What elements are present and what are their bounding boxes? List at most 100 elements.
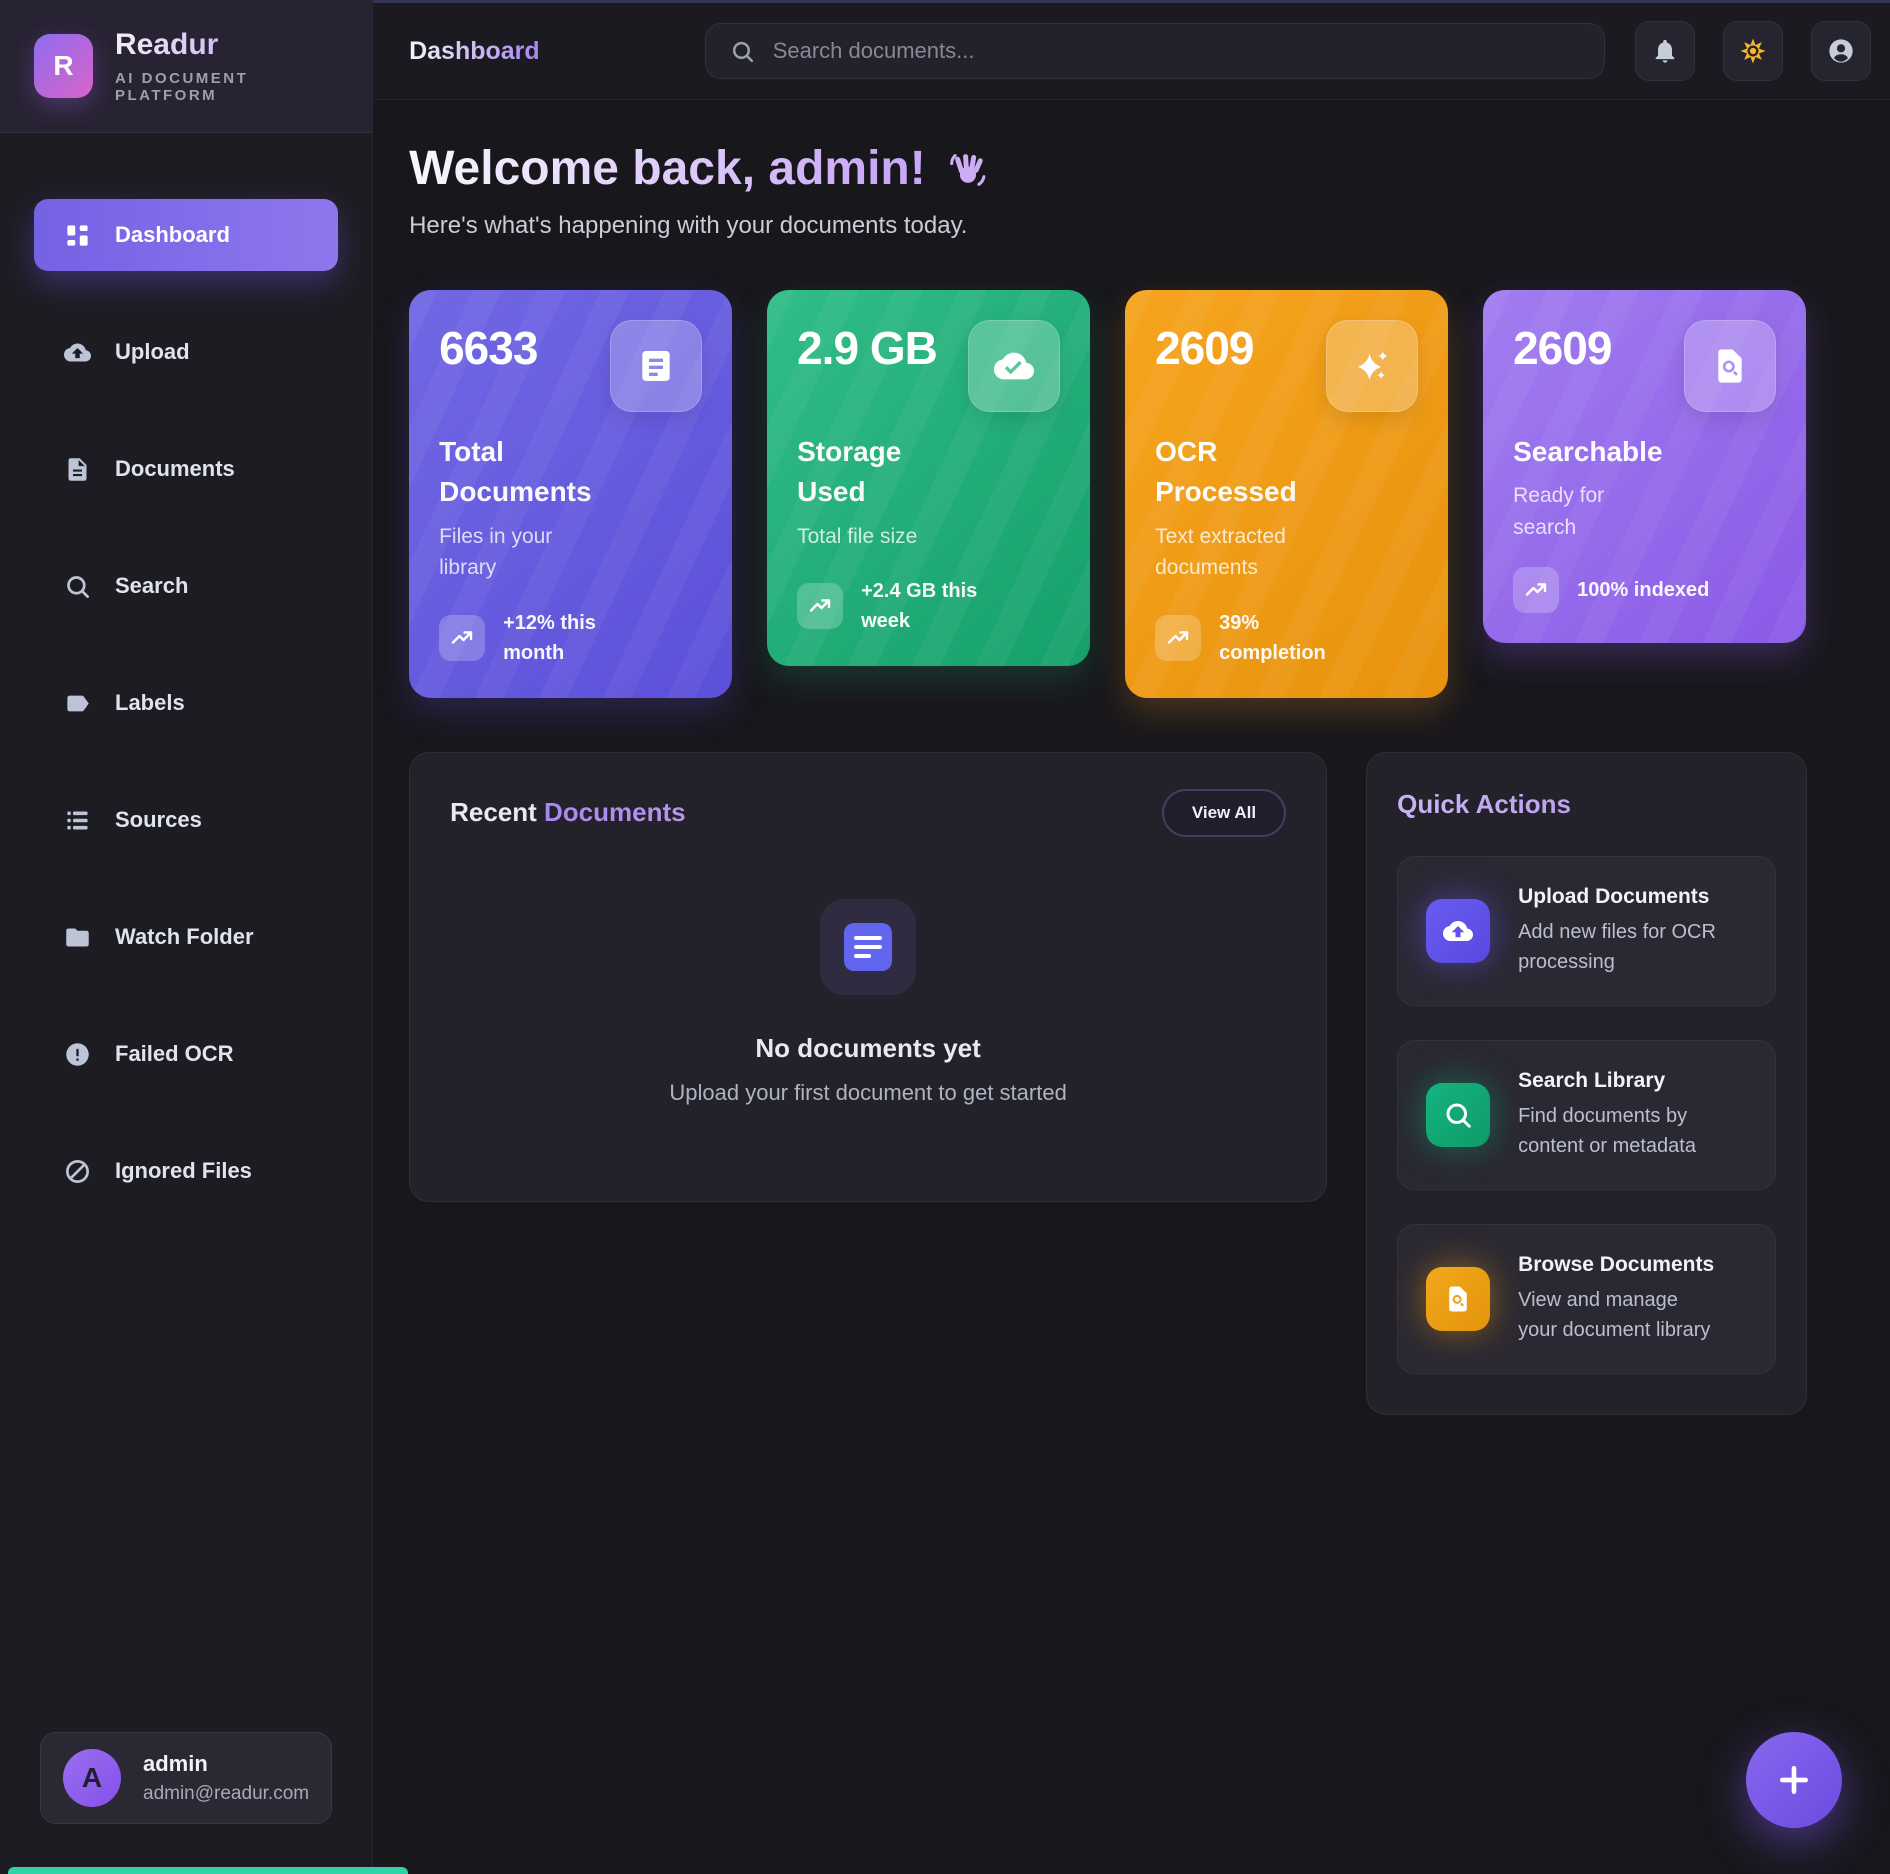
- search-icon: [64, 573, 91, 600]
- stat-sublabel: Ready for search: [1513, 484, 1605, 539]
- ban-icon: [64, 1158, 91, 1185]
- sidebar-item-sources[interactable]: Sources: [34, 784, 338, 856]
- toast-edge: [8, 1867, 408, 1874]
- stat-label: Total Documents: [439, 435, 592, 508]
- stat-card-searchable: 2609 Searchable Ready for search 100% in…: [1483, 289, 1807, 644]
- action-title: Search Library: [1518, 1068, 1666, 1092]
- sidebar-item-failed-ocr[interactable]: Failed OCR: [34, 1018, 338, 1090]
- quick-actions-panel: Quick Actions Upload Documents Add new f…: [1366, 751, 1808, 1415]
- stat-sublabel: Total file size: [797, 524, 918, 548]
- dashboard-content: Welcome back, admin! Here's what's happe…: [373, 100, 1890, 1874]
- stat-card-total-documents: 6633 Total Documents Files in your libra…: [409, 289, 733, 698]
- file-search-icon: [1710, 346, 1750, 386]
- action-title: Upload Documents: [1518, 884, 1710, 908]
- cloud-upload-icon: [1443, 916, 1473, 946]
- add-document-fab[interactable]: [1746, 1732, 1842, 1828]
- topbar: Dashboard: [373, 0, 1890, 100]
- topbar-actions: [1634, 21, 1871, 81]
- document-icon: [844, 922, 893, 971]
- trend-tile: [797, 583, 844, 630]
- recent-documents-panel: Recent Documents View All No documents y…: [409, 751, 1328, 1202]
- search-icon: [730, 39, 755, 64]
- stat-label: OCR Processed: [1155, 435, 1297, 508]
- trending-up-icon: [1166, 626, 1190, 650]
- search-input[interactable]: [772, 38, 1580, 64]
- trend-text: 39% completion: [1219, 611, 1326, 664]
- user-email: admin@readur.com: [143, 1783, 310, 1804]
- sidebar-nav: Dashboard Upload Documents Search Labels…: [0, 133, 372, 1732]
- stat-top: 2.9 GB: [797, 319, 1061, 412]
- page-title: Dashboard: [409, 36, 540, 65]
- sidebar-item-ignored-files[interactable]: Ignored Files: [34, 1135, 338, 1207]
- trend-tile: [439, 614, 486, 661]
- waving-hand-icon: [944, 146, 990, 192]
- action-text: Upload Documents Add new files for OCR p…: [1518, 885, 1718, 977]
- trend-tile: [1513, 567, 1560, 614]
- stat-icon-tile: [610, 319, 703, 412]
- stat-card-ocr-processed: 2609 OCR Processed Text extracted docume…: [1125, 289, 1449, 698]
- sidebar-item-search[interactable]: Search: [34, 550, 338, 622]
- stat-value: 6633: [439, 321, 538, 374]
- app-tagline: AI DOCUMENT PLATFORM: [114, 70, 249, 104]
- empty-state-subtitle: Upload your first document to get starte…: [669, 1079, 1067, 1105]
- theme-toggle-button[interactable]: [1722, 21, 1783, 81]
- app-name: Readur: [115, 28, 338, 62]
- cloud-check-icon: [994, 346, 1034, 386]
- view-all-button[interactable]: View All: [1161, 788, 1287, 837]
- cloud-upload-icon: [64, 339, 91, 366]
- stat-sublabel: Text extracted documents: [1155, 524, 1286, 580]
- sidebar-item-dashboard[interactable]: Dashboard: [34, 199, 339, 271]
- sidebar-item-labels[interactable]: Labels: [34, 667, 338, 739]
- sidebar-item-label: Documents: [115, 456, 235, 481]
- alert-circle-icon: [64, 1041, 91, 1068]
- stat-value: 2609: [1155, 321, 1254, 374]
- stat-top: 2609: [1155, 319, 1419, 412]
- stat-label: Searchable: [1513, 435, 1663, 467]
- profile-button[interactable]: [1810, 21, 1871, 81]
- quick-actions-list: Upload Documents Add new files for OCR p…: [1397, 855, 1777, 1374]
- avatar: A: [63, 1749, 121, 1807]
- action-upload-documents[interactable]: Upload Documents Add new files for OCR p…: [1397, 855, 1777, 1006]
- sun-icon: [1738, 36, 1768, 66]
- brand: R Readur AI DOCUMENT PLATFORM: [0, 0, 373, 133]
- recent-documents-header: Recent Documents View All: [450, 788, 1287, 837]
- search-icon: [1443, 1100, 1473, 1130]
- action-icon-tile: [1426, 1082, 1491, 1147]
- stat-cards: 6633 Total Documents Files in your libra…: [409, 289, 1875, 698]
- stat-trend: +12% this month: [439, 608, 702, 668]
- user-name: admin: [143, 1751, 208, 1776]
- action-search-library[interactable]: Search Library Find documents by content…: [1397, 1039, 1777, 1190]
- avatar-letter: A: [81, 1762, 103, 1793]
- bell-icon: [1651, 37, 1679, 65]
- sidebar-item-watch-folder[interactable]: Watch Folder: [34, 901, 338, 973]
- quick-actions-title: Quick Actions: [1397, 789, 1776, 820]
- action-description: View and manage your document library: [1518, 1288, 1711, 1341]
- trend-text: 100% indexed: [1577, 579, 1710, 602]
- sidebar-item-label: Failed OCR: [115, 1041, 234, 1066]
- logo-letter: R: [53, 50, 74, 81]
- user-profile-card[interactable]: A admin admin@readur.com: [40, 1732, 333, 1824]
- action-browse-documents[interactable]: Browse Documents View and manage your do…: [1397, 1223, 1777, 1374]
- title-plain: Recent: [450, 797, 545, 828]
- main-area: Dashboard Welcome back, admin! Here's wh…: [373, 0, 1890, 1874]
- sidebar-item-documents[interactable]: Documents: [34, 433, 338, 505]
- file-search-icon: [1443, 1284, 1473, 1314]
- stat-value: 2609: [1513, 321, 1612, 374]
- sidebar-item-upload[interactable]: Upload: [34, 316, 338, 388]
- sparkles-icon: [1352, 346, 1392, 386]
- document-icon: [636, 346, 676, 386]
- action-description: Find documents by content or metadata: [1518, 1104, 1696, 1157]
- welcome-heading: Welcome back, admin!: [409, 140, 1875, 198]
- user-info: admin admin@readur.com: [143, 1751, 309, 1805]
- brand-text: Readur AI DOCUMENT PLATFORM: [115, 28, 338, 104]
- stat-icon-tile: [968, 319, 1061, 412]
- empty-state: No documents yet Upload your first docum…: [450, 898, 1286, 1106]
- stat-card-storage-used: 2.9 GB Storage Used Total file size +2.4…: [767, 289, 1091, 667]
- sidebar-item-label: Labels: [115, 690, 185, 715]
- action-text: Browse Documents View and manage your do…: [1518, 1253, 1718, 1345]
- empty-state-tile: [820, 898, 917, 995]
- dashboard-grid-icon: [64, 222, 91, 249]
- stat-icon-tile: [1326, 319, 1419, 412]
- notifications-button[interactable]: [1634, 21, 1695, 81]
- sidebar-item-label: Sources: [115, 807, 202, 832]
